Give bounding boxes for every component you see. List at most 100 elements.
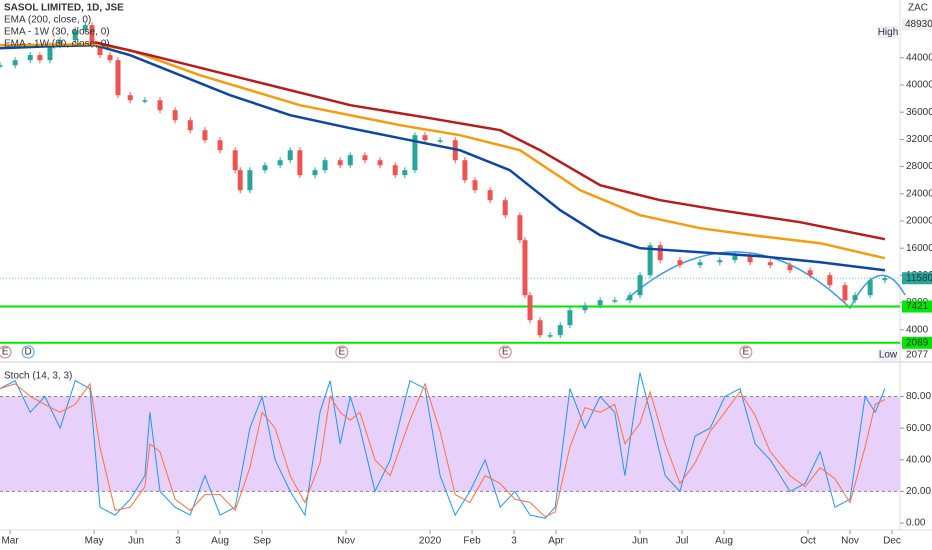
candle [527, 295, 533, 321]
y-tick-label: 20.00 [906, 486, 931, 497]
candle [27, 55, 33, 61]
candle [377, 160, 383, 166]
candle [657, 245, 663, 261]
legend-entry: EMA - 1W (30, close, 0) [4, 27, 110, 38]
candle [522, 240, 528, 296]
y-tick-label: 40000 [906, 80, 932, 91]
y-tick-label: 0.00 [906, 518, 926, 529]
high-tag [902, 18, 932, 31]
y-tick-label: 16000 [906, 243, 932, 254]
event-label: E [743, 347, 750, 358]
event-label: E [502, 347, 509, 358]
candle [747, 255, 753, 263]
legend-entry: EMA (200, close, 0) [4, 15, 91, 26]
candle [127, 95, 133, 101]
candle [827, 275, 833, 286]
candle [867, 280, 873, 296]
x-tick-label: Oct [800, 536, 816, 547]
candle [627, 295, 633, 301]
candle [115, 60, 121, 96]
x-tick-label: May [85, 536, 104, 547]
candle [37, 55, 43, 61]
y-tick-label: 28000 [906, 161, 932, 172]
x-tick-label: Nov [841, 536, 859, 547]
candle [462, 160, 468, 181]
series-line [0, 43, 886, 272]
x-tick-label: Aug [211, 536, 229, 547]
x-tick-label: Dec [883, 536, 901, 547]
low-label: Low [879, 350, 898, 361]
candle [362, 155, 368, 161]
candle [882, 278, 888, 281]
legend-entry: EMA - 1W (60, close, 0) [4, 39, 110, 50]
candle [612, 300, 618, 302]
candle [842, 285, 848, 301]
candle [237, 170, 243, 191]
candle [277, 160, 283, 166]
last-price-label: 11580 [906, 273, 932, 284]
currency: ZAC [908, 3, 928, 14]
y-tick-label: 32000 [906, 134, 932, 145]
high-label: High [878, 27, 899, 38]
event-marker [21, 345, 35, 359]
candle [487, 190, 493, 201]
candle [537, 320, 543, 336]
candle [187, 120, 193, 131]
candle [262, 165, 268, 171]
candle [412, 135, 418, 171]
x-tick-label: Aug [715, 536, 733, 547]
x-tick-label: 3 [175, 536, 181, 547]
x-tick-label: Mar [1, 536, 19, 547]
level-tag [902, 336, 932, 349]
candle [437, 140, 443, 142]
candle [172, 110, 178, 121]
level-tag [902, 300, 932, 313]
event-label: E [2, 347, 9, 358]
event-marker [0, 345, 12, 359]
candle [547, 335, 553, 337]
candle [787, 265, 793, 271]
candle [232, 150, 238, 171]
candle [217, 140, 223, 151]
candle [852, 295, 858, 301]
candle [472, 180, 478, 191]
candle [402, 170, 408, 176]
level-tag-label: 7421 [906, 301, 929, 312]
candle [89, 25, 95, 46]
candle [732, 255, 738, 261]
candle [347, 155, 353, 166]
x-tick-label: Jun [128, 536, 144, 547]
high-label-box [878, 26, 898, 39]
candle [647, 245, 653, 276]
candle [142, 100, 148, 102]
candle [247, 170, 253, 191]
candle [297, 150, 303, 176]
x-tick-label: Apr [548, 536, 564, 547]
low-label-box [878, 348, 898, 361]
candle [97, 45, 103, 56]
x-tick-label: Nov [337, 536, 355, 547]
candle [82, 25, 88, 31]
candle [557, 325, 563, 336]
series-line [94, 40, 886, 241]
candle [157, 100, 163, 111]
candle [47, 45, 53, 61]
candle [57, 40, 63, 46]
high-value: 48930 [905, 19, 932, 30]
y-tick-label: 24000 [906, 188, 932, 199]
candle [807, 270, 813, 276]
panel-title: Stoch (14, 3, 3) [4, 371, 72, 382]
y-tick-label: 60.00 [906, 423, 931, 434]
candle [422, 135, 428, 141]
candle [717, 260, 723, 263]
series-line [0, 382, 886, 518]
candle [597, 300, 603, 306]
candle [502, 200, 508, 216]
candle [697, 262, 703, 266]
series-line [0, 372, 886, 519]
candle [72, 30, 78, 41]
candle [322, 160, 328, 171]
y-tick-label: 40.00 [906, 454, 931, 465]
y-tick-label: 4000 [906, 324, 929, 335]
x-tick-label: Sep [253, 536, 271, 547]
